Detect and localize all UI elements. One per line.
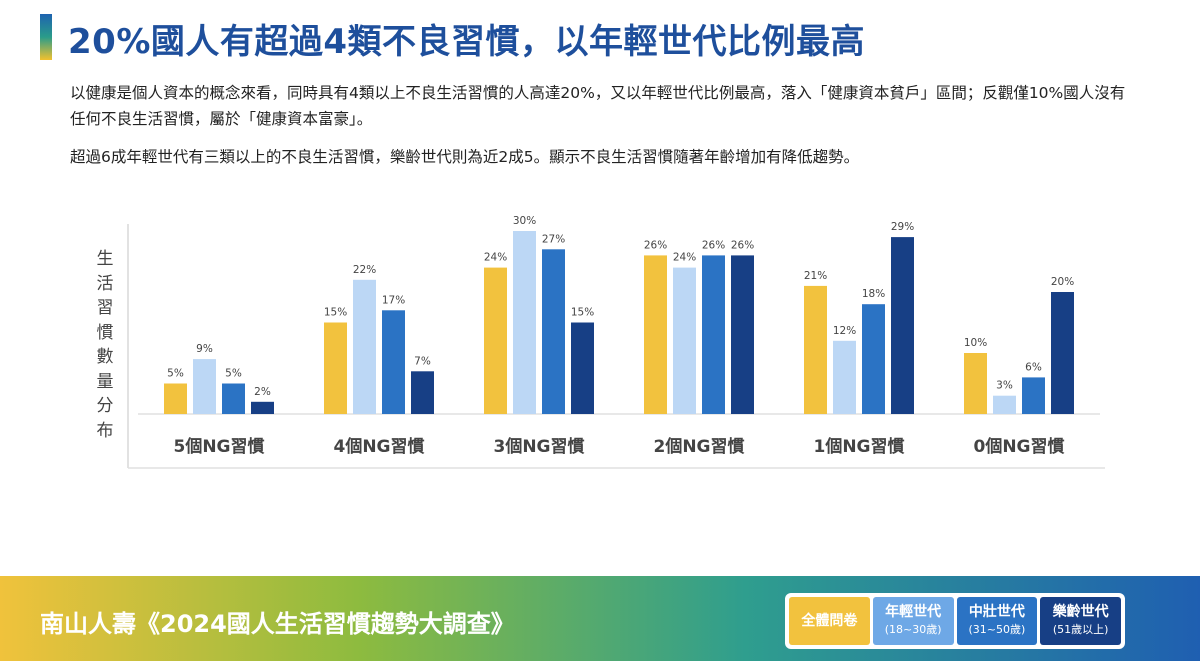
- bar-1-3: [484, 267, 507, 414]
- legend-item-senior: 樂齡世代 (51歲以上): [1040, 597, 1121, 645]
- data-label: 27%: [542, 233, 565, 245]
- legend-sublabel: (51歲以上): [1052, 623, 1109, 636]
- bar-3-4: [702, 255, 725, 414]
- bar-2-4: [673, 267, 696, 414]
- footer-title: 南山人壽《2024國人生活習慣趨勢大調查》: [40, 610, 515, 638]
- legend-label: 樂齡世代: [1052, 604, 1109, 620]
- data-label: 18%: [862, 288, 885, 300]
- bar-4-2: [411, 371, 434, 414]
- category-label: 4個NG習慣: [333, 436, 424, 457]
- paragraph-1: 以健康是個人資本的概念來看，同時具有4類以上不良生活習慣的人高達20%，又以年輕…: [70, 84, 1126, 128]
- bar-2-1: [193, 359, 216, 414]
- data-label: 12%: [833, 325, 856, 337]
- category-label: 3個NG習慣: [493, 436, 584, 457]
- category-label: 5個NG習慣: [173, 436, 264, 457]
- legend-item-all: 全體問卷: [789, 597, 870, 645]
- bar-3-6: [1022, 377, 1045, 414]
- bar-2-3: [513, 231, 536, 414]
- data-label: 21%: [804, 270, 827, 282]
- data-label: 26%: [644, 239, 667, 251]
- legend-sublabel: (18~30歲): [884, 623, 942, 636]
- bar-chart: 5% 9% 5% 2% 5個NG習慣 15% 22% 17% 7% 4個NG習慣 24% 30% 27%…: [127, 215, 1105, 469]
- category-label: 1個NG習慣: [813, 436, 904, 457]
- legend-label: 全體問卷: [801, 612, 858, 629]
- bar-1-4: [644, 255, 667, 414]
- legend-item-young: 年輕世代 (18~30歲): [872, 597, 954, 645]
- data-label: 24%: [484, 252, 507, 264]
- data-label: 26%: [731, 239, 754, 251]
- data-label: 26%: [702, 239, 725, 251]
- data-label: 15%: [324, 307, 347, 319]
- data-label: 29%: [891, 221, 914, 233]
- data-label: 5%: [167, 368, 184, 380]
- data-label: 2%: [254, 386, 271, 398]
- title-accent-bar: [40, 14, 52, 60]
- data-label: 9%: [196, 343, 213, 355]
- bar-1-6: [964, 353, 987, 414]
- data-label: 6%: [1025, 361, 1042, 373]
- bar-4-3: [571, 322, 594, 414]
- legend-label: 中壯世代: [968, 604, 1025, 620]
- bar-3-1: [222, 383, 245, 414]
- y-axis-label: 生活習慣數量分布: [96, 249, 114, 441]
- bar-2-6: [993, 395, 1016, 414]
- legend: 全體問卷 年輕世代 (18~30歲) 中壯世代 (31~50歲) 樂齡世代 (5…: [785, 593, 1125, 649]
- data-label: 10%: [964, 337, 987, 349]
- data-label: 30%: [513, 215, 536, 227]
- bar-4-1: [251, 401, 274, 414]
- data-label: 3%: [996, 380, 1013, 392]
- footer-banner: 南山人壽《2024國人生活習慣趨勢大調查》 全體問卷 年輕世代 (18~30歲)…: [0, 576, 1200, 661]
- bar-1-2: [324, 322, 347, 414]
- page-title: 20%國人有超過4類不良習慣，以年輕世代比例最高: [68, 22, 866, 62]
- bar-4-6: [1051, 292, 1074, 414]
- legend-sublabel: (31~50歲): [968, 623, 1026, 636]
- paragraph-2: 超過6成年輕世代有三類以上的不良生活習慣，樂齡世代則為近2成5。顯示不良生活習慣…: [70, 148, 860, 166]
- legend-label: 年輕世代: [885, 604, 942, 620]
- data-label: 20%: [1051, 276, 1074, 288]
- legend-item-middle: 中壯世代 (31~50歲): [956, 597, 1038, 645]
- bar-3-3: [542, 249, 565, 414]
- category-label: 2個NG習慣: [653, 436, 744, 457]
- data-label: 24%: [673, 252, 696, 264]
- data-label: 7%: [414, 355, 431, 367]
- data-label: 5%: [225, 368, 242, 380]
- bar-1-5: [804, 285, 827, 414]
- data-label: 15%: [571, 307, 594, 319]
- data-label: 17%: [382, 294, 405, 306]
- bar-4-4: [731, 255, 754, 414]
- bar-1-1: [164, 383, 187, 414]
- bar-3-5: [862, 304, 885, 414]
- bar-2-5: [833, 340, 856, 414]
- data-label: 22%: [353, 264, 376, 276]
- bar-4-5: [891, 237, 914, 414]
- bar-2-2: [353, 279, 376, 414]
- bar-3-2: [382, 310, 405, 414]
- category-label: 0個NG習慣: [973, 436, 1064, 457]
